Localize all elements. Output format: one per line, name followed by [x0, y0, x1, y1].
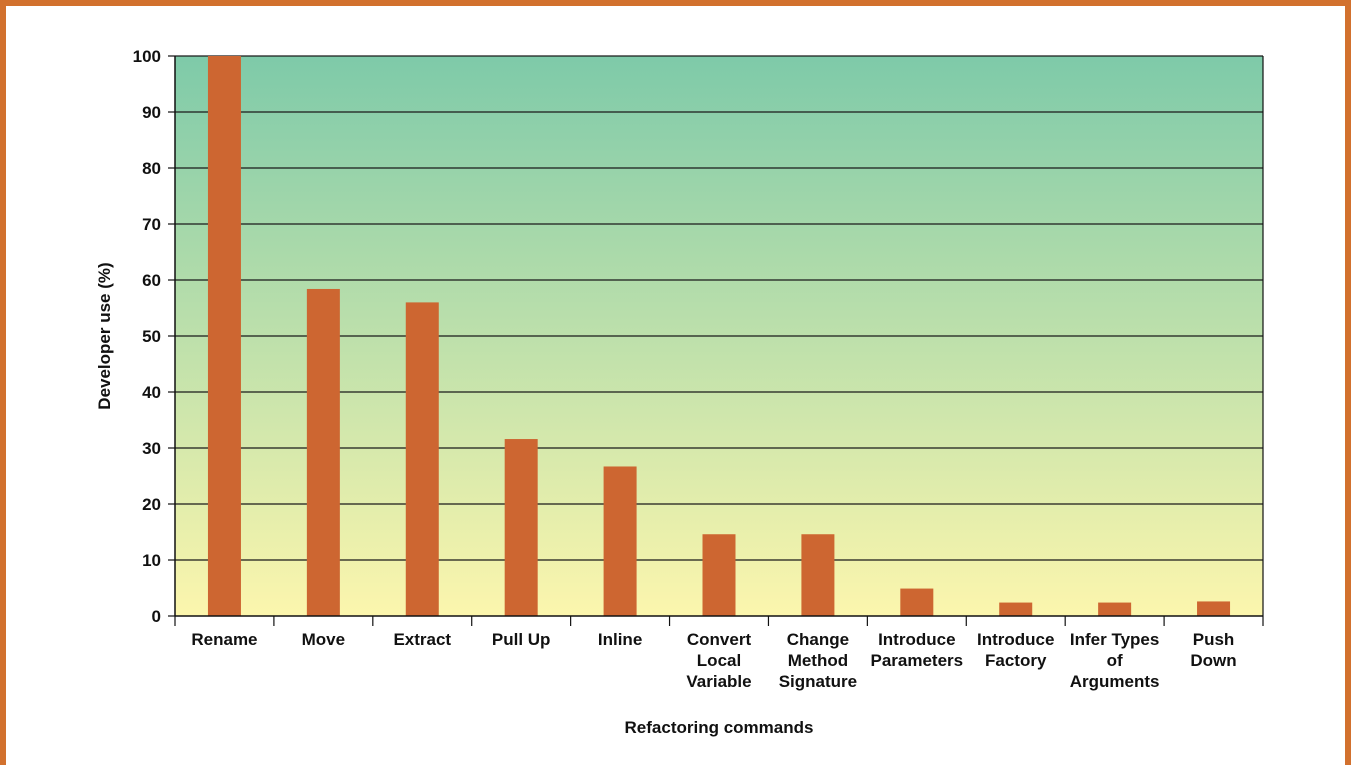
x-tick-labels: Rename Move Extract Pull Up Inline Convert Loc… [191, 630, 1236, 691]
y-tick-label: 20 [142, 495, 161, 514]
y-tick-label: 0 [152, 607, 161, 626]
y-axis-title: Developer use (%) [95, 262, 114, 409]
bar [405, 302, 439, 616]
y-tick-label: 80 [142, 159, 161, 178]
x-tick-label: Pull Up [492, 630, 551, 649]
x-tick-label: Convert Local Variable [686, 630, 751, 691]
x-tick-label: Inline [598, 630, 642, 649]
bar [306, 288, 340, 616]
x-tick-label: Move [302, 630, 345, 649]
y-tick-label: 50 [142, 327, 161, 346]
bars [207, 56, 1231, 616]
bar [900, 588, 934, 616]
bar [702, 534, 736, 616]
y-tick-label: 60 [142, 271, 161, 290]
x-tick-label: Extract [393, 630, 451, 649]
y-tick-label: 70 [142, 215, 161, 234]
y-tick-label: 30 [142, 439, 161, 458]
y-tick-label: 10 [142, 551, 161, 570]
y-tick-label: 100 [133, 47, 161, 66]
bar [999, 602, 1033, 616]
x-tick-label: Introduce Parameters [871, 630, 964, 670]
x-tick-label: Infer Types of Arguments [1070, 630, 1160, 691]
bar [603, 466, 637, 616]
bar [207, 56, 241, 616]
x-axis-title: Refactoring commands [625, 718, 814, 737]
bar [1098, 602, 1132, 616]
gridlines [168, 55, 1263, 617]
y-tick-label: 40 [142, 383, 161, 402]
y-tick-label: 90 [142, 103, 161, 122]
axes [174, 56, 1264, 626]
x-tick-label: Push Down [1190, 630, 1236, 670]
bar [504, 439, 538, 616]
x-tick-label: Introduce Factory [977, 630, 1054, 670]
bar [801, 534, 835, 616]
y-tick-labels: 0 10 20 30 40 50 60 70 80 90 100 [133, 47, 161, 626]
bar [1197, 601, 1231, 616]
x-tick-label: Change Method Signature [779, 630, 857, 691]
x-tick-label: Rename [191, 630, 257, 649]
